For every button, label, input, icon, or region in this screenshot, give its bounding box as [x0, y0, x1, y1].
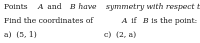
Text: symmetry with respect to the x-axis.: symmetry with respect to the x-axis. — [106, 3, 200, 11]
Text: and: and — [45, 3, 64, 11]
Text: a)  (5, 1): a) (5, 1) — [4, 31, 37, 39]
Text: is the point:: is the point: — [149, 17, 197, 25]
Text: Find the coordinates of: Find the coordinates of — [4, 17, 96, 25]
Text: A: A — [122, 17, 128, 25]
Text: B: B — [69, 3, 75, 11]
Text: if: if — [129, 17, 139, 25]
Text: have: have — [76, 3, 99, 11]
Text: c)  (2, a): c) (2, a) — [104, 31, 136, 39]
Text: B: B — [142, 17, 148, 25]
Text: Points: Points — [4, 3, 30, 11]
Text: A: A — [38, 3, 43, 11]
